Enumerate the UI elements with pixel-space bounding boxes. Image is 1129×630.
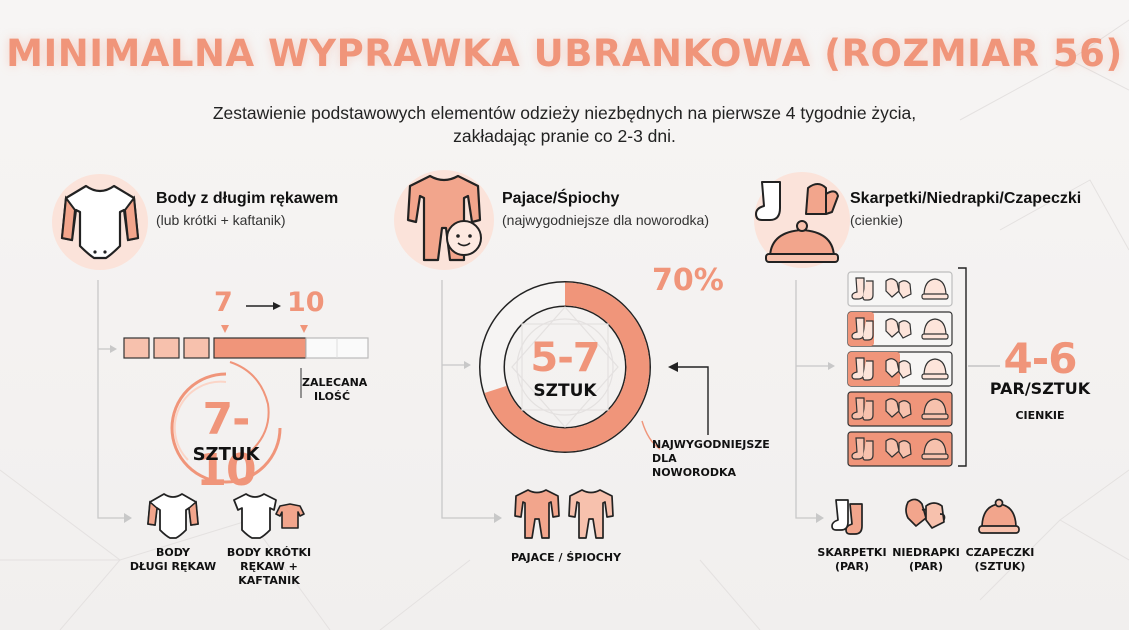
- col3-unit: PAR/SZTUK: [989, 379, 1091, 398]
- col1-subtitle: (lub krótki + kaftanik): [156, 212, 286, 228]
- stack-row-icons: [851, 357, 949, 381]
- bar-note-tick: [300, 368, 302, 398]
- col3-note: CIENKIE: [1015, 409, 1065, 422]
- col3-stack: [846, 270, 956, 467]
- bodysuit-long-sleeve-icon: [50, 172, 150, 272]
- col3-item-2-line-1: NIEDRAPKI: [892, 546, 960, 559]
- page-title: MINIMALNA WYPRAWKA UBRANKOWA (ROZMIAR 56…: [6, 32, 1123, 75]
- stack-row: [847, 391, 953, 427]
- col2-donut: [479, 281, 651, 453]
- col3-item-1-line-1: SKARPETKI: [817, 546, 887, 559]
- stack-row: [847, 431, 953, 467]
- col1-header: Body z długim rękawem (lub krótki + kaft…: [156, 190, 338, 228]
- donut-filled-segment: [480, 282, 650, 452]
- hat-icon: [976, 498, 1022, 538]
- subtitle-line-2: zakładając pranie co 2-3 dni.: [453, 126, 676, 146]
- col3-subtitle: (cienkie): [850, 212, 903, 228]
- col3-item-3-label: CZAPECZKI (SZTUK): [958, 546, 1042, 574]
- col3-item-1-label: SKARPETKI (PAR): [812, 546, 892, 574]
- subtitle-line-1: Zestawienie podstawowych elementów odzie…: [212, 103, 917, 123]
- stack-row-icons: [851, 437, 949, 461]
- bar-note-line-1: ZALECANA: [302, 376, 368, 389]
- sleepsuit-baby-icon: [392, 168, 496, 272]
- col2-note-arrow: [641, 362, 709, 450]
- col2-amount: 5-7: [530, 335, 600, 381]
- col1-amount-arc: [170, 372, 282, 484]
- col2-header: Pajace/Śpiochy (najwygodniejsze dla nowo…: [502, 190, 709, 228]
- col2-note-line-1: NAJWYGODNIEJSZE: [652, 438, 770, 451]
- stack-row-icons: [851, 397, 949, 421]
- col1-item-2-line-2: RĘKAW + KAFTANIK: [238, 560, 300, 587]
- col2-subtitle: (najwygodniejsze dla noworodka): [502, 212, 710, 228]
- col3-item-2-line-2: (PAR): [908, 560, 944, 573]
- col1-progress-bar: [123, 302, 369, 453]
- stack-row: [847, 271, 953, 307]
- page-subtitle: Zestawienie podstawowych elementów odzie…: [0, 102, 1129, 148]
- col1-item-1-line-2: DŁUGI RĘKAW: [129, 560, 217, 573]
- mittens-icon: [902, 496, 948, 540]
- bodysuit-short-sleeve-kimono-icon: [228, 490, 308, 542]
- col2-items-label: PAJACE / ŚPIOCHY: [510, 551, 622, 564]
- stack-row: [847, 351, 953, 387]
- col1-amount: 7-10: [196, 394, 256, 496]
- stack-row: [847, 311, 953, 347]
- bar-to-label: 10: [287, 287, 325, 318]
- col1-item-2-line-1: BODY KRÓTKI: [226, 546, 312, 559]
- col3-item-2-label: NIEDRAPKI (PAR): [886, 546, 966, 574]
- bar-note: ZALECANA ILOŚĆ: [302, 376, 368, 404]
- col3-item-1-line-2: (PAR): [834, 560, 870, 573]
- col1-unit: SZTUK: [192, 444, 260, 465]
- col2-title: Pajace/Śpiochy: [502, 190, 620, 207]
- col1-title: Body z długim rękawem: [156, 190, 339, 207]
- col3-item-3-line-2: (SZTUK): [974, 560, 1026, 573]
- bar-from-label: 7: [214, 287, 233, 318]
- socks-icon: [830, 496, 876, 540]
- col2-unit: SZTUK: [533, 381, 597, 401]
- bar-segments: [123, 337, 369, 359]
- bodysuit-long-sleeve-icon: [138, 490, 208, 542]
- bar-note-line-2: ILOŚĆ: [313, 390, 351, 403]
- col1-item-2-label: BODY KRÓTKI RĘKAW + KAFTANIK: [214, 546, 324, 588]
- sleepsuit-pair-icon: [512, 486, 622, 544]
- col1-item-1-line-1: BODY: [155, 546, 191, 559]
- col3-item-3-line-1: CZAPECZKI: [965, 546, 1035, 559]
- col3-header: Skarpetki/Niedrapki/Czapeczki (cienkie): [850, 190, 1081, 228]
- col1-item-1-label: BODY DŁUGI RĘKAW: [123, 546, 223, 574]
- col3-title: Skarpetki/Niedrapki/Czapeczki: [850, 190, 1082, 207]
- stack-row-icons: [851, 317, 949, 341]
- col2-note-line-2: DLA NOWORODKA: [652, 452, 737, 479]
- stack-row-icons: [851, 277, 949, 301]
- col2-percent: 70%: [652, 263, 724, 298]
- col2-note: NAJWYGODNIEJSZE DLA NOWORODKA: [652, 438, 770, 480]
- col3-amount: 4-6: [1003, 334, 1078, 383]
- socks-mittens-hat-icon: [752, 168, 852, 272]
- donut-center-pattern: [511, 306, 619, 428]
